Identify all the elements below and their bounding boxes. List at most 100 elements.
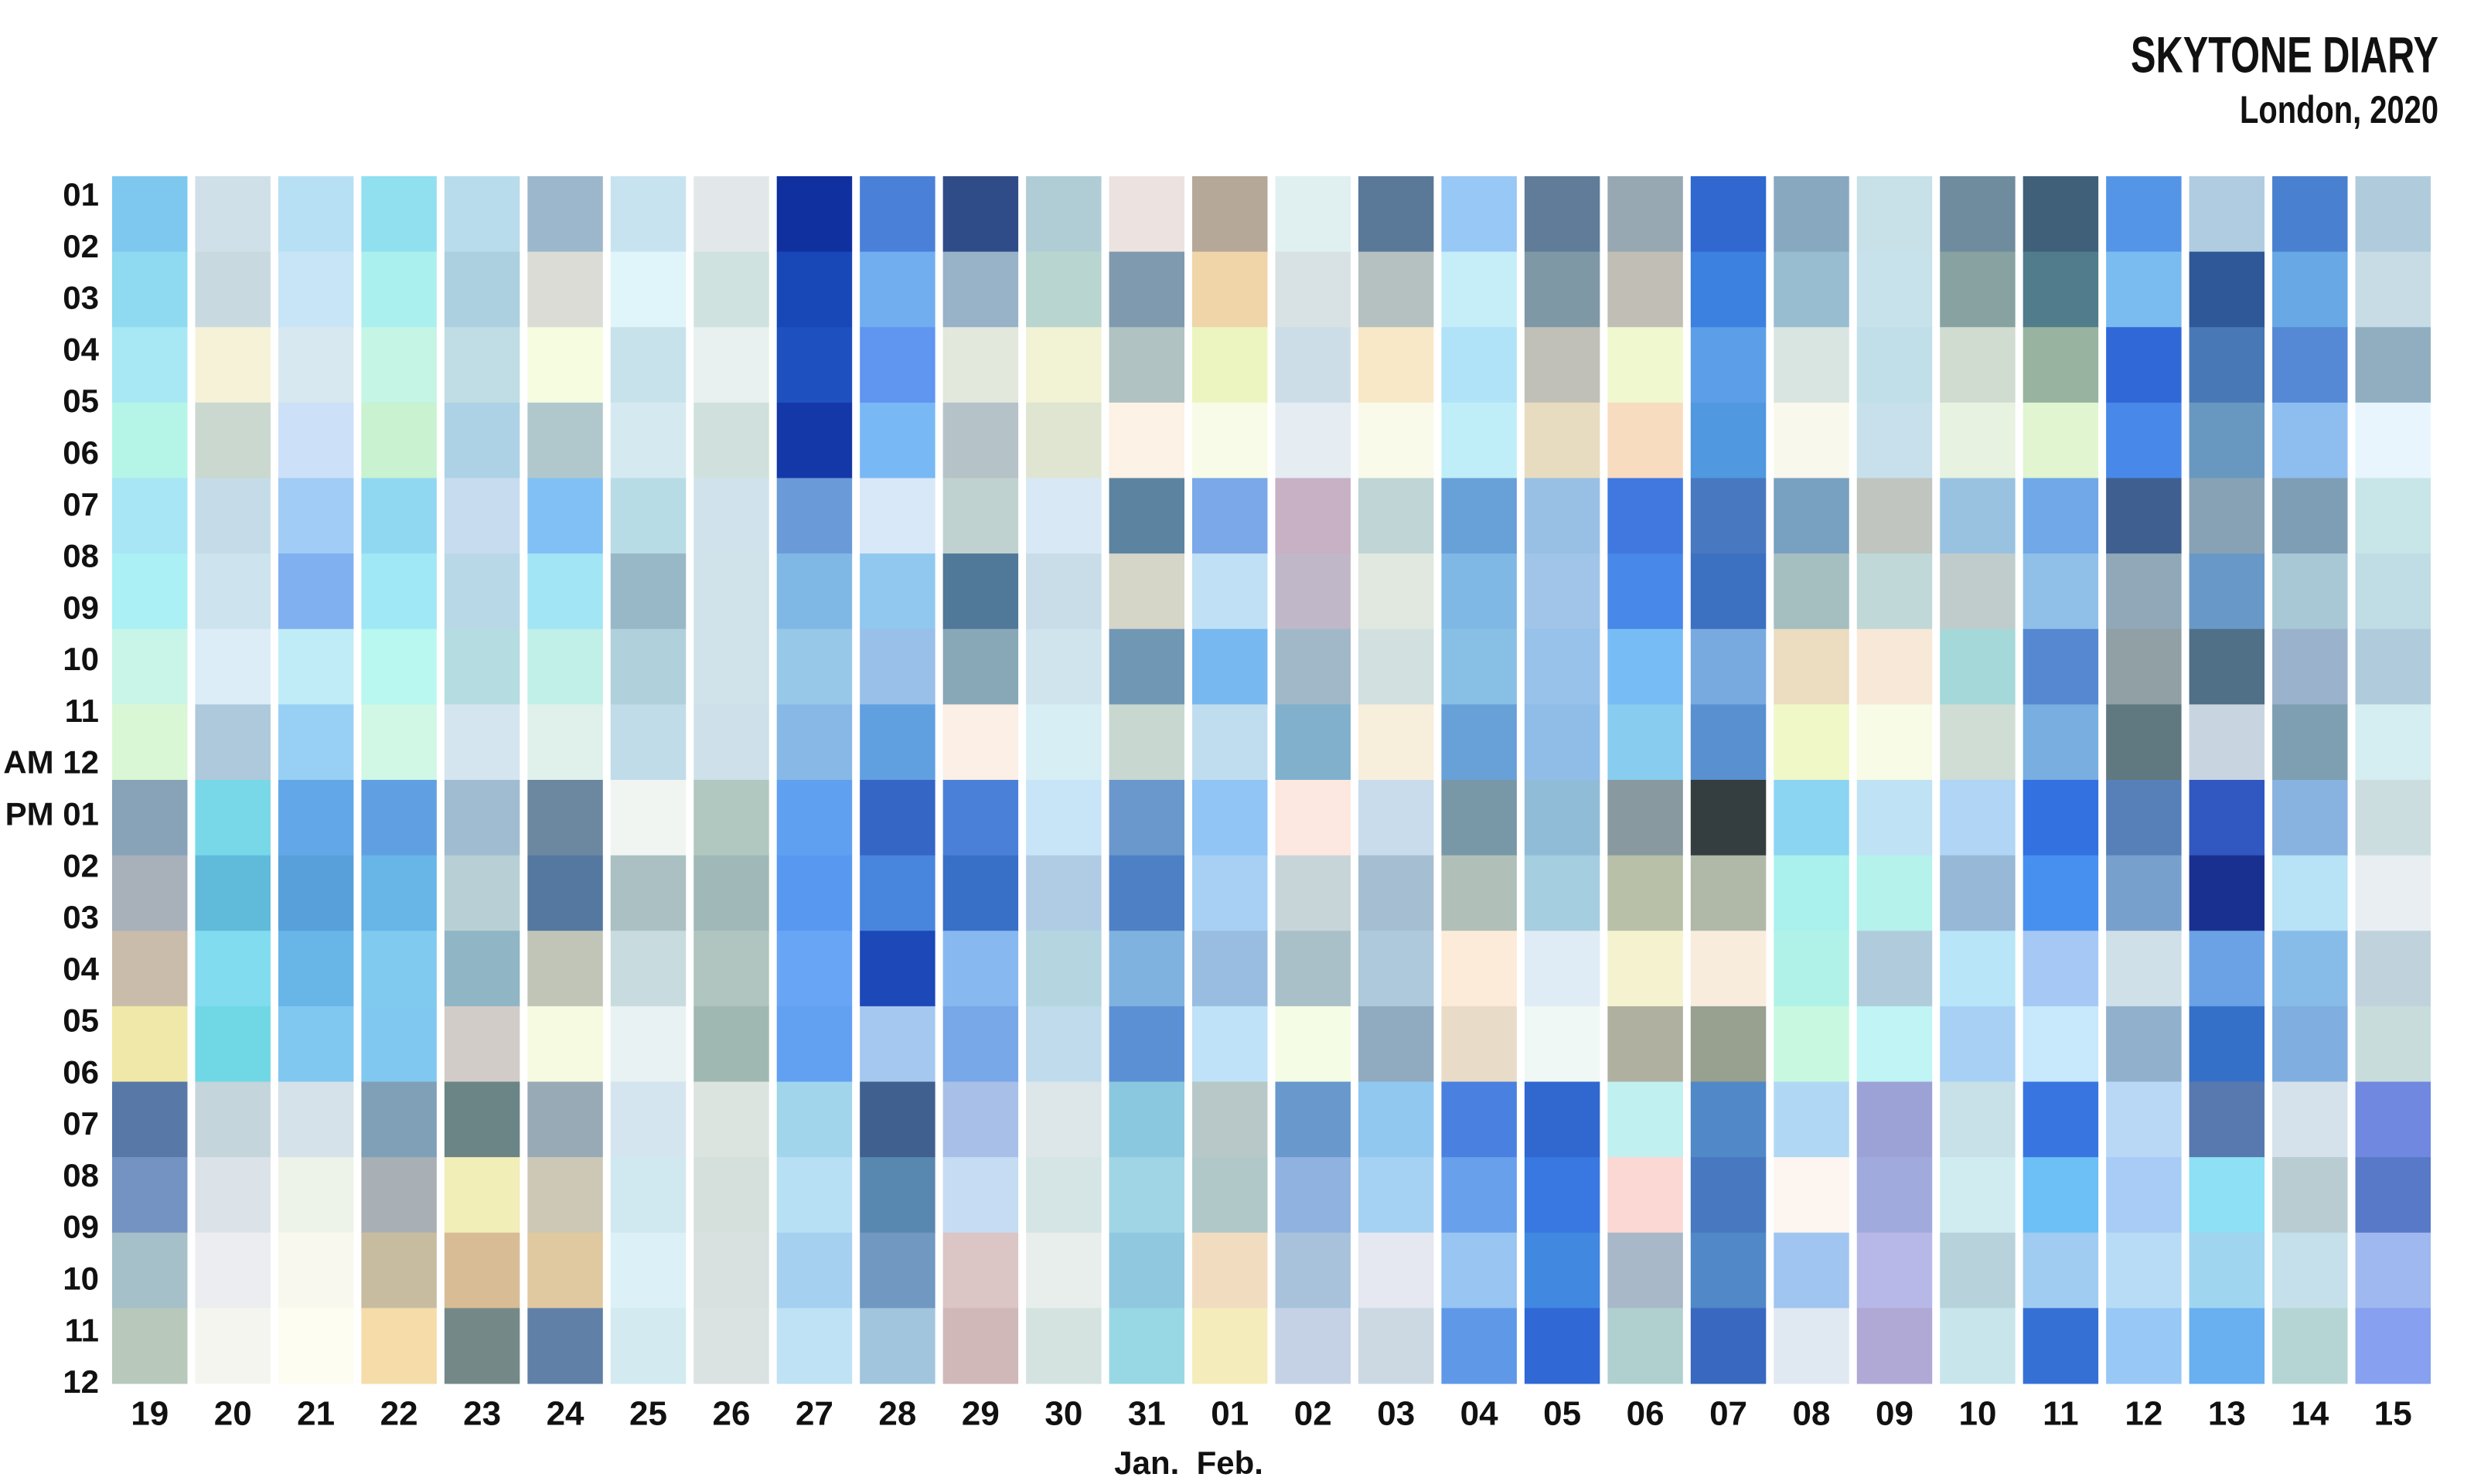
cell xyxy=(2355,1232,2431,1309)
cell xyxy=(444,1232,520,1309)
cell xyxy=(942,553,1019,630)
cell xyxy=(942,327,1019,403)
cell xyxy=(112,1081,188,1158)
cell xyxy=(1358,704,1434,781)
cell xyxy=(1026,1308,1102,1384)
cell xyxy=(1275,478,1351,554)
cell xyxy=(776,402,853,478)
cell xyxy=(1774,327,1849,403)
cell xyxy=(112,402,188,478)
cell xyxy=(1940,704,2016,781)
cell xyxy=(2022,402,2099,478)
cell xyxy=(112,704,188,781)
cell xyxy=(1607,855,1683,931)
cell xyxy=(527,628,603,705)
y-tick-label: 03 xyxy=(63,280,99,316)
cell xyxy=(112,176,188,253)
cell xyxy=(361,1308,437,1384)
cell xyxy=(776,251,853,328)
x-tick-label: 30 xyxy=(1044,1395,1082,1433)
cell xyxy=(942,1006,1019,1082)
cell xyxy=(1607,176,1683,253)
cell xyxy=(2272,402,2348,478)
x-tick-label: 06 xyxy=(1627,1395,1665,1433)
cell xyxy=(1774,402,1849,478)
cell xyxy=(2189,855,2265,931)
cell xyxy=(2272,931,2348,1007)
x-tick-label: 13 xyxy=(2208,1395,2246,1433)
y-tick-label: 12 xyxy=(63,1363,99,1400)
y-tick-label: 04 xyxy=(63,951,99,987)
cell xyxy=(444,478,520,554)
cell xyxy=(1607,931,1683,1007)
cell xyxy=(1940,402,2016,478)
cell xyxy=(444,553,520,630)
cell xyxy=(1109,251,1185,328)
cell xyxy=(195,780,271,856)
x-tick-label: 10 xyxy=(1958,1395,1996,1433)
cell xyxy=(1275,931,1351,1007)
cell xyxy=(2189,931,2265,1007)
cell xyxy=(2355,402,2431,478)
cell xyxy=(610,628,687,705)
cell xyxy=(278,704,354,781)
cell xyxy=(1690,1006,1767,1082)
cell xyxy=(693,176,769,253)
cell xyxy=(2272,1157,2348,1234)
cell xyxy=(693,780,769,856)
cell xyxy=(1774,780,1849,856)
cell xyxy=(2022,855,2099,931)
cell xyxy=(1940,1232,2016,1309)
cell xyxy=(195,1081,271,1158)
cell xyxy=(1026,327,1102,403)
cell xyxy=(942,855,1019,931)
cell xyxy=(361,176,437,253)
cell xyxy=(2355,931,2431,1007)
cell xyxy=(1192,1232,1268,1309)
cell xyxy=(195,1308,271,1384)
cell xyxy=(1524,780,1600,856)
cell xyxy=(942,402,1019,478)
cell xyxy=(112,628,188,705)
cell xyxy=(776,1308,853,1384)
cell xyxy=(1690,478,1767,554)
cell xyxy=(1607,327,1683,403)
cell xyxy=(1690,1308,1767,1384)
cell xyxy=(1940,931,2016,1007)
cell xyxy=(1856,251,1933,328)
x-tick-label: 04 xyxy=(1460,1395,1498,1433)
cell xyxy=(2106,251,2182,328)
cell xyxy=(1192,251,1268,328)
cell xyxy=(361,1157,437,1234)
cell xyxy=(610,251,687,328)
cell xyxy=(2022,1308,2099,1384)
cell xyxy=(1856,1157,1933,1234)
cell xyxy=(1026,780,1102,856)
cell xyxy=(1192,931,1268,1007)
cell xyxy=(610,176,687,253)
cell xyxy=(361,628,437,705)
cell xyxy=(860,176,935,253)
y-tick-label: 06 xyxy=(63,1053,99,1090)
cell xyxy=(1524,628,1600,705)
cell xyxy=(1940,251,2016,328)
cell xyxy=(2022,1232,2099,1309)
cell xyxy=(1026,553,1102,630)
y-tick-label: 05 xyxy=(63,383,99,419)
cell xyxy=(776,553,853,630)
cell xyxy=(1358,1308,1434,1384)
cell xyxy=(1441,628,1517,705)
cell xyxy=(361,402,437,478)
cell xyxy=(361,780,437,856)
cell xyxy=(444,402,520,478)
cell xyxy=(2272,628,2348,705)
x-tick-label: 27 xyxy=(796,1395,833,1433)
cell xyxy=(1690,1232,1767,1309)
cell xyxy=(1524,855,1600,931)
cell xyxy=(1690,327,1767,403)
cell xyxy=(1358,1232,1434,1309)
cell xyxy=(195,1232,271,1309)
cell xyxy=(112,1006,188,1082)
cell xyxy=(1690,931,1767,1007)
cell xyxy=(860,1006,935,1082)
